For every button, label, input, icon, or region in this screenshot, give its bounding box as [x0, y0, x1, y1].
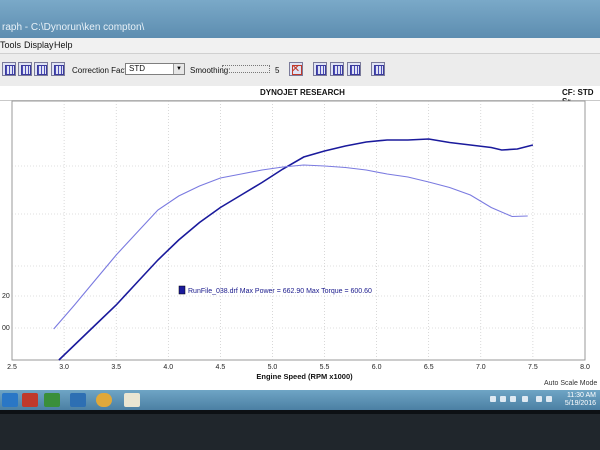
- network-icon[interactable]: [536, 396, 542, 402]
- menu-display[interactable]: Display: [24, 40, 54, 50]
- tray-icon[interactable]: [500, 396, 506, 402]
- correction-factor-select[interactable]: STD ▼: [125, 63, 185, 75]
- app-icon[interactable]: [22, 393, 38, 407]
- delete-run-icon[interactable]: [289, 62, 303, 76]
- window-titlebar[interactable]: raph - C:\Dynorun\ken compton\: [0, 0, 600, 38]
- graph-icon[interactable]: [371, 62, 385, 76]
- monitor-bezel: [0, 410, 600, 450]
- x-tick-label: 4.5: [215, 364, 225, 371]
- smoothing-label: Smoothing:: [190, 66, 231, 75]
- app-icon[interactable]: [70, 393, 86, 407]
- chevron-down-icon[interactable]: ▼: [173, 64, 184, 74]
- smoothing-slider[interactable]: [222, 65, 270, 73]
- graph-icon[interactable]: [34, 62, 48, 76]
- menu-bar: Tools Display Help: [0, 38, 600, 54]
- legend-swatch: [178, 285, 186, 295]
- x-tick-label: 6.0: [372, 364, 382, 371]
- smoothing-value: 5: [275, 66, 280, 75]
- y-tick-label: 00: [2, 325, 10, 332]
- tray-icon[interactable]: [510, 396, 516, 402]
- x-tick-label: 3.0: [59, 364, 69, 371]
- x-tick-label: 4.0: [163, 364, 173, 371]
- correction-factor-label: Correction Factor:: [72, 66, 137, 75]
- menu-help[interactable]: Help: [54, 40, 73, 50]
- app-icon[interactable]: [44, 393, 60, 407]
- graph-icon[interactable]: [330, 62, 344, 76]
- menu-tools[interactable]: Tools: [0, 40, 22, 50]
- graph-icon[interactable]: [18, 62, 32, 76]
- graph-icon[interactable]: [347, 62, 361, 76]
- x-tick-label: 6.5: [424, 364, 434, 371]
- dyno-chart: 2.5 3.0 3.5 4.0 4.5 5.0 5.5 6.0 6.5 7.0 7.5 8.0 20 00…: [2, 100, 590, 381]
- bezel-edge: [0, 410, 600, 414]
- clock[interactable]: 11:30 AM 5/19/2016: [565, 392, 596, 408]
- x-tick-label: 8.0: [580, 364, 590, 371]
- start-icon[interactable]: [2, 393, 18, 407]
- clock-date: 5/19/2016: [564, 400, 596, 407]
- graph-icon[interactable]: [2, 62, 16, 76]
- volume-icon[interactable]: [546, 396, 552, 402]
- folder-icon[interactable]: [124, 393, 140, 407]
- plot-frame: [11, 100, 586, 361]
- screen: raph - C:\Dynorun\ken compton\ Tools Dis…: [0, 0, 600, 410]
- tray-icon[interactable]: [522, 396, 528, 402]
- x-tick-label: 7.5: [528, 364, 538, 371]
- taskbar: 11:30 AM 5/19/2016: [0, 390, 600, 410]
- x-tick-label: 2.5: [7, 364, 17, 371]
- chart-title: DYNOJET RESEARCH: [260, 88, 345, 97]
- window-title: raph - C:\Dynorun\ken compton\: [2, 22, 145, 33]
- scale-mode-status: Auto Scale Mode: [544, 380, 598, 387]
- x-tick-label: 3.5: [111, 364, 121, 371]
- graph-icon[interactable]: [313, 62, 327, 76]
- graph-icon[interactable]: [51, 62, 65, 76]
- toolbar: Correction Factor: STD ▼ Smoothing: 5: [0, 54, 600, 87]
- browser-icon[interactable]: [96, 393, 112, 407]
- x-axis-label: Engine Speed (RPM x1000): [256, 372, 353, 381]
- x-tick-label: 7.0: [476, 364, 486, 371]
- correction-factor-value: STD: [129, 64, 145, 73]
- run-annotation: RunFile_038.drf Max Power = 662.90 Max T…: [188, 288, 372, 295]
- series-line: [53, 164, 528, 330]
- tray-icon[interactable]: [490, 396, 496, 402]
- clock-time: 11:30 AM: [566, 392, 596, 399]
- x-tick-label: 5.5: [320, 364, 330, 371]
- y-tick-label: 20: [2, 293, 10, 300]
- x-tick-label: 5.0: [268, 364, 278, 371]
- series-line: [58, 138, 534, 361]
